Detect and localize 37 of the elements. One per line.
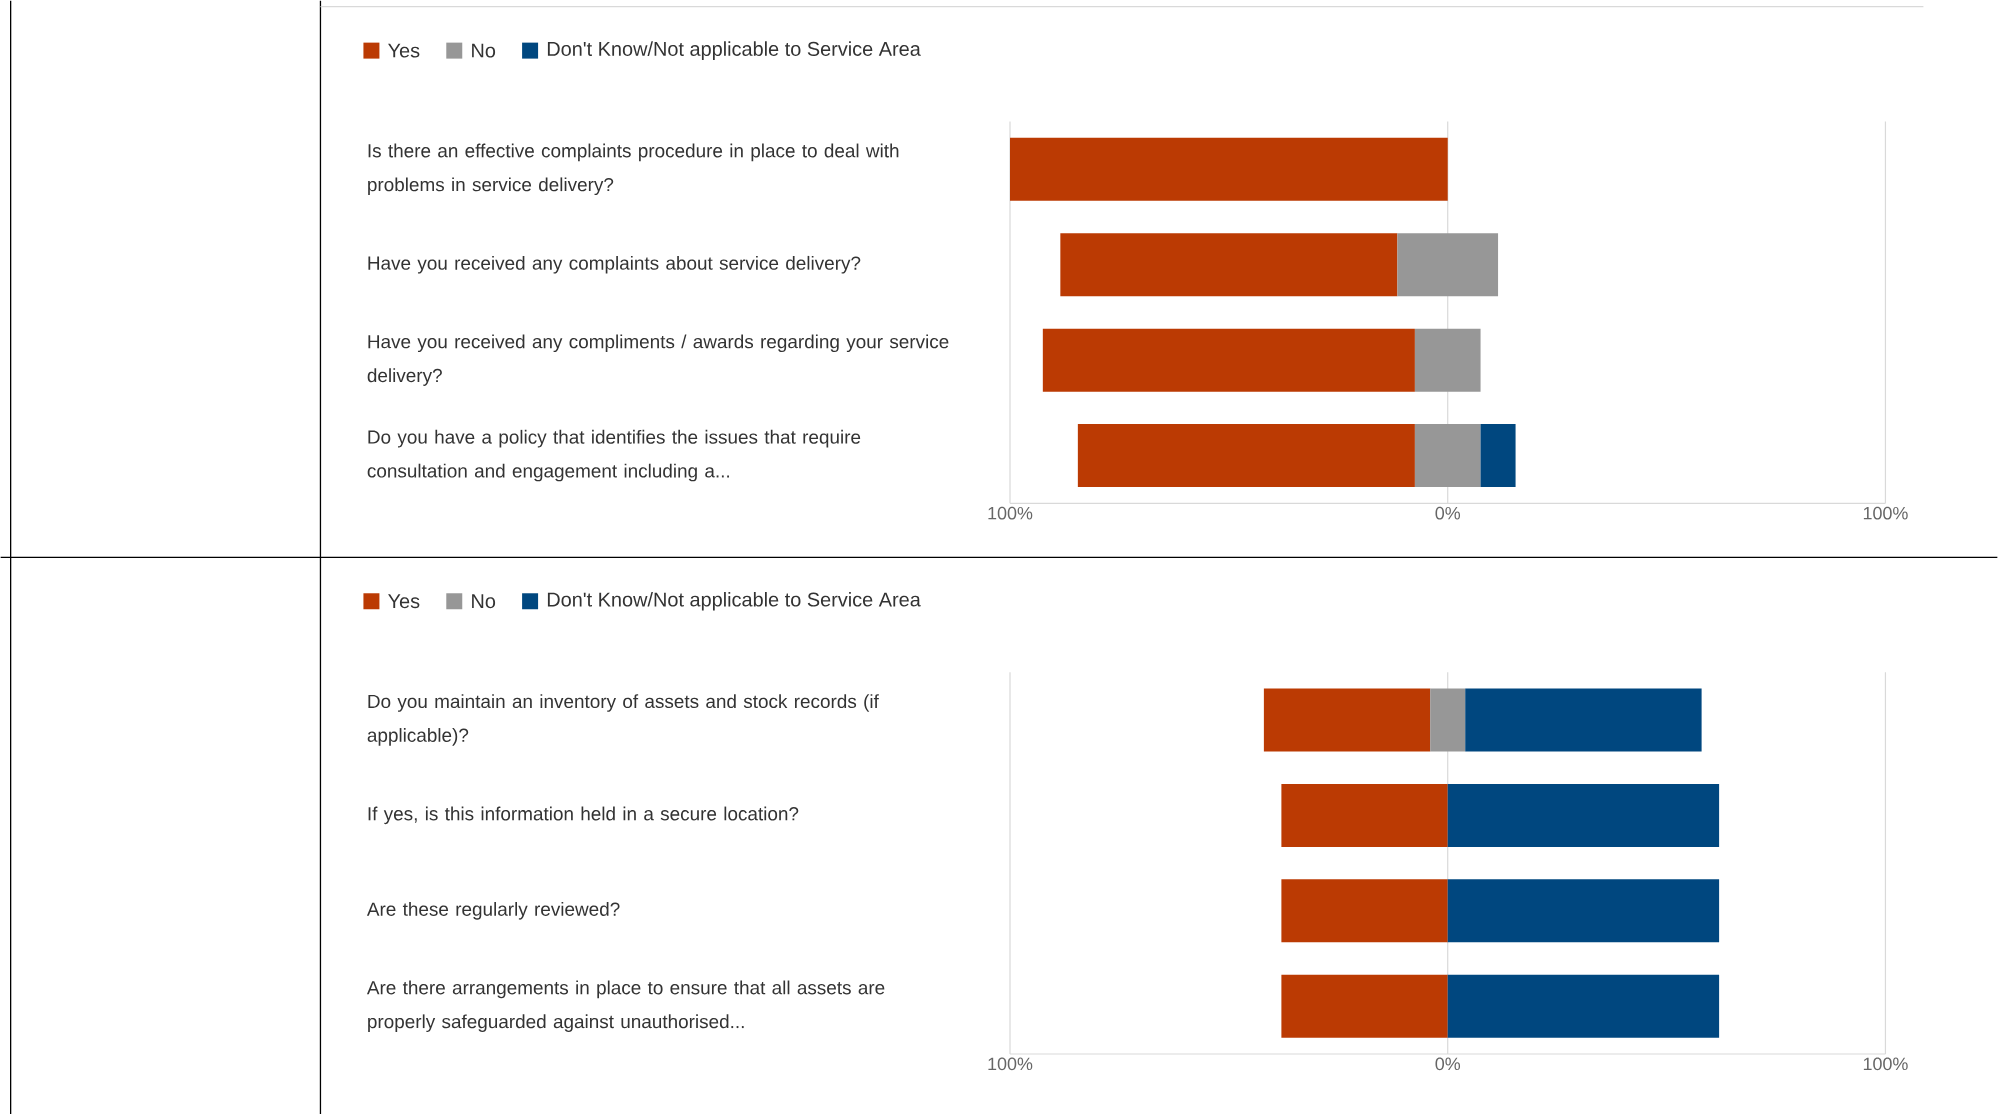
- bar: [1465, 688, 1702, 752]
- x-tick-label: 100%: [1863, 1057, 1908, 1071]
- legend-label: No: [472, 43, 496, 58]
- y-tick-label: Are there arrangements in place to ensure that all assets are properly safeguarded against unauthorised...: [366, 980, 885, 1033]
- legend-label: Yes: [388, 594, 420, 609]
- bar: [1480, 424, 1516, 488]
- x-tick-label: 100%: [988, 1057, 1033, 1071]
- bar: [1060, 233, 1398, 297]
- x-tick-label: 0%: [1435, 507, 1461, 520]
- bar: [1281, 879, 1448, 943]
- bar: [1010, 138, 1448, 202]
- legend-label: Don't Know/Not applicable to Service Area: [547, 41, 921, 61]
- bar: [1447, 784, 1720, 848]
- bar: [1447, 879, 1720, 943]
- bar: [1430, 688, 1466, 752]
- bar: [1042, 328, 1415, 392]
- y-tick-label: Is there an effective complaints procedure in place to deal with problems in service delivery?: [368, 143, 899, 196]
- bar: [1397, 233, 1499, 297]
- bar: [1414, 424, 1481, 488]
- y-tick-label: Have you received any complaints about service delivery?: [368, 256, 861, 274]
- x-tick-label: 100%: [988, 507, 1033, 520]
- x-tick-label: 100%: [1863, 507, 1908, 520]
- legend-label: No: [472, 594, 496, 609]
- bar: [1281, 784, 1448, 848]
- legend-label: Don't Know/Not applicable to Service Area: [547, 592, 921, 611]
- x-tick-label: 0%: [1435, 1057, 1461, 1071]
- bar: [1447, 974, 1720, 1038]
- y-tick-label: Are these regularly reviewed?: [366, 902, 620, 920]
- y-tick-label: Have you received any compliments / awards regarding your service delivery?: [367, 334, 949, 387]
- y-tick-label: Do you maintain an inventory of assets and stock records (if applicable)?: [367, 694, 879, 746]
- legend-label: Yes: [388, 43, 420, 58]
- y-tick-label: Do you have a policy that identifies the issues that require consultation and engagement including a...: [367, 430, 861, 482]
- bar: [1414, 328, 1481, 392]
- bar: [1077, 424, 1415, 488]
- bar: [1263, 688, 1431, 752]
- bar: [1281, 974, 1448, 1038]
- y-tick-label: If yes, is this information held in a secure location?: [368, 806, 799, 825]
